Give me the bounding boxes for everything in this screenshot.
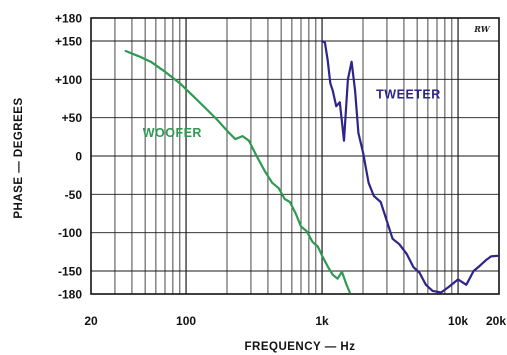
y-tick-label: +150 [55,35,82,49]
y-tick-label: +180 [55,12,82,26]
y-tick-label: -150 [58,265,82,279]
series-label-woofer: WOOFER [143,126,202,140]
y-tick-label: +100 [55,73,82,87]
series-line-tweeter [321,39,501,294]
y-axis-label: PHASE — DEGREES [13,97,25,218]
series-line-woofer [124,49,351,294]
grid-lines [91,18,499,294]
x-tick-label: 1k [315,314,329,328]
x-axis-label: FREQUENCY — Hz [245,341,356,353]
series-lines [124,39,501,294]
series-labels: WOOFER TWEETER [143,88,441,140]
x-tick-label: 100 [176,314,196,328]
svg-text:RW: RW [473,24,490,34]
x-tick-labels: 20 100 1k 10k 20k [84,314,506,328]
x-tick-label: 20k [486,314,506,328]
y-tick-label: 0 [75,150,82,164]
y-tick-label: -100 [58,226,82,240]
y-tick-label: -50 [65,188,83,202]
series-label-tweeter: TWEETER [376,88,441,102]
y-tick-labels: +180 +150 +100 +50 0 -50 -100 -150 -180 [55,12,82,302]
y-tick-label: +50 [62,111,83,125]
x-tick-label: 10k [448,314,468,328]
y-tick-label: -180 [58,288,82,302]
publisher-logo: RW [472,24,492,34]
x-tick-label: 20 [84,314,98,328]
plot-frame [90,17,500,295]
